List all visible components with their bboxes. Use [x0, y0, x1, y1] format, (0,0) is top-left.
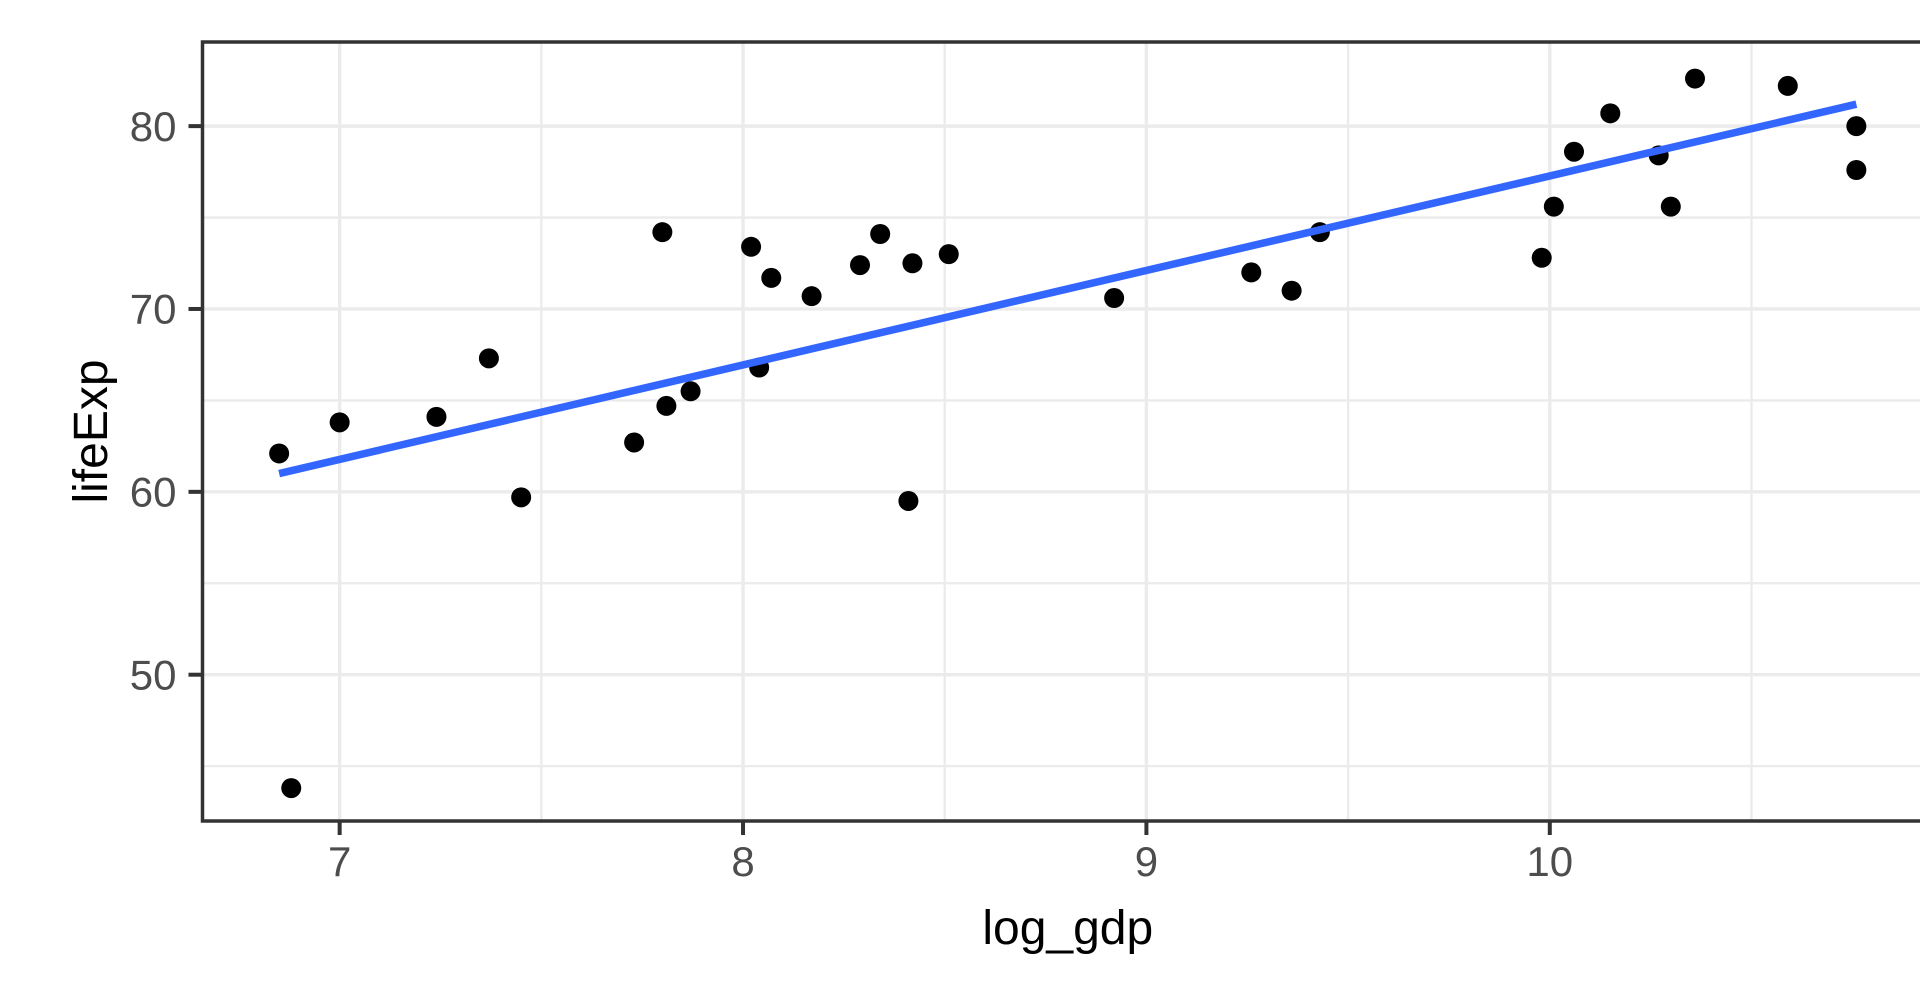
data-point [1778, 76, 1798, 96]
data-point [624, 432, 644, 452]
x-tick-label: 9 [1135, 838, 1158, 885]
x-tick-label: 10 [1526, 838, 1573, 885]
y-tick-label: 60 [130, 469, 177, 516]
data-point [269, 443, 289, 463]
scatter-plot-canvas: 7 8 9 10 50 60 70 80 log_gdp lifeExp [40, 16, 1920, 976]
data-point [479, 348, 499, 368]
data-point [902, 253, 922, 273]
data-point [426, 407, 446, 427]
data-point [741, 237, 761, 257]
x-axis-title: log_gdp [982, 902, 1153, 955]
data-point [281, 778, 301, 798]
data-point [652, 222, 672, 242]
data-point [1846, 116, 1866, 136]
data-point [802, 286, 822, 306]
y-tick-label: 50 [130, 651, 177, 698]
data-point [1544, 197, 1564, 217]
data-point [761, 268, 781, 288]
data-point [656, 396, 676, 416]
data-point [1600, 103, 1620, 123]
data-point [1532, 248, 1552, 268]
data-point [898, 491, 918, 511]
y-tick-label: 80 [130, 103, 177, 150]
data-point [1282, 281, 1302, 301]
y-tick-label: 70 [130, 286, 177, 333]
data-point [870, 224, 890, 244]
data-point [939, 244, 959, 264]
x-tick-label: 7 [328, 838, 351, 885]
y-axis-title: lifeExp [65, 359, 118, 503]
data-point [1661, 197, 1681, 217]
data-point [1846, 160, 1866, 180]
data-point [1685, 69, 1705, 89]
data-point [511, 487, 531, 507]
scatter-plot-figure: 7 8 9 10 50 60 70 80 log_gdp lifeExp [40, 16, 1920, 976]
data-point [681, 381, 701, 401]
data-point [1241, 262, 1261, 282]
data-point [1564, 142, 1584, 162]
data-point [1104, 288, 1124, 308]
data-point [330, 412, 350, 432]
x-tick-label: 8 [731, 838, 754, 885]
data-point [850, 255, 870, 275]
